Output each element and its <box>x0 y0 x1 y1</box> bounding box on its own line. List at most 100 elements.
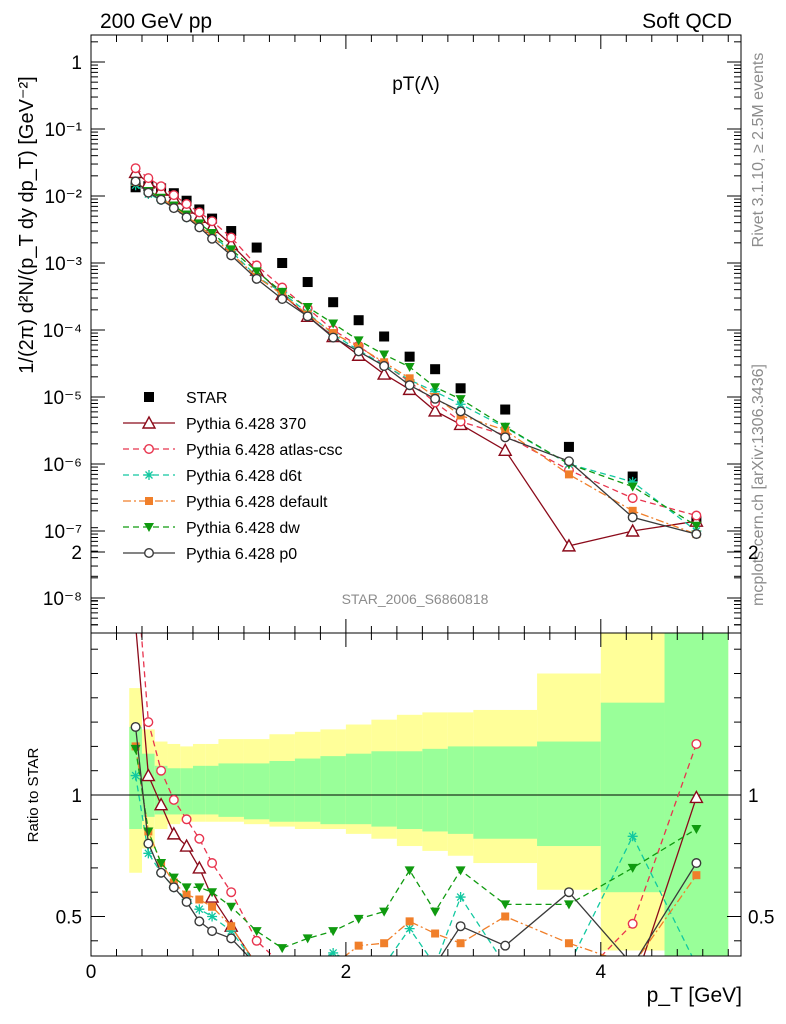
ratio-series-atlas <box>140 633 702 994</box>
data-point-dw <box>353 336 364 346</box>
ratio-ticks: 0.5 0.5 1 1 2 2 0 2 4 <box>56 502 774 983</box>
ratio-point-dw <box>302 934 313 944</box>
legend-marker-STAR <box>144 392 154 402</box>
data-point-STAR <box>251 242 262 253</box>
data-point-p0 <box>130 176 141 187</box>
main-title: pT(Λ) <box>392 74 440 95</box>
data-point-dw <box>251 267 262 277</box>
ratio-point-370 <box>276 966 288 977</box>
ratio-point-p0 <box>500 940 511 951</box>
ratio-line-p0 <box>134 726 697 956</box>
data-point-p0 <box>404 380 415 391</box>
side-label-bottom: mcplots.cern.ch [arXiv:1306.3436] <box>750 364 767 606</box>
ratio-point-d6t <box>500 960 510 970</box>
data-point-370 <box>561 538 577 552</box>
ratio-point-370 <box>141 768 156 782</box>
data-point-p0 <box>143 187 154 198</box>
legend-label-STAR: STAR <box>186 390 227 407</box>
data-point-STAR <box>226 226 237 237</box>
data-point-atlas <box>627 493 638 504</box>
side-label-top: Rivet 3.1.10, ≥ 2.5M events <box>750 53 767 248</box>
ratio-point-atlas <box>627 918 638 929</box>
ratio-point-370 <box>251 959 263 970</box>
data-point-370 <box>376 366 392 380</box>
ratio-point-atlas <box>143 717 154 728</box>
data-point-p0 <box>226 250 237 261</box>
ratio-point-dw <box>277 944 288 954</box>
band-inner <box>371 751 397 827</box>
band-inner <box>243 763 270 820</box>
main-ytick-label: 10⁻³ <box>45 254 83 275</box>
ratio-point-p0 <box>380 961 389 970</box>
ratio-point-atlas <box>329 985 338 994</box>
data-point-STAR <box>328 297 339 308</box>
ratio-line-dw <box>134 748 697 949</box>
band-inner <box>473 746 538 839</box>
data-point-p0 <box>563 456 574 467</box>
ratio-point-dw <box>353 914 364 924</box>
ratio-point-d6t <box>303 960 313 970</box>
ratio-point-default <box>629 961 637 969</box>
ratio-point-370 <box>689 789 704 804</box>
ratio-point-default <box>195 895 204 904</box>
ratio-ytick-label: 2 <box>71 543 82 564</box>
ratio-point-p0 <box>156 867 167 878</box>
ratio-series-370 <box>130 619 704 994</box>
ratio-point-370 <box>378 983 390 994</box>
main-ytick-label: 10⁻¹ <box>45 120 83 141</box>
ratio-point-default <box>431 929 440 938</box>
ratio-point-dw <box>226 902 237 912</box>
band-inner <box>218 763 244 817</box>
ratio-point-p0 <box>329 961 338 970</box>
ratio-point-dw <box>563 900 574 910</box>
data-point-p0 <box>302 311 313 322</box>
ratio-ytick-label: 1 <box>71 786 82 807</box>
ratio-point-370 <box>130 619 142 630</box>
main-frame <box>90 34 742 634</box>
legend-label-d6t: Pythia 6.428 d6t <box>186 468 302 485</box>
ratio-point-dw <box>691 825 702 835</box>
legend-marker-d6t <box>144 470 154 480</box>
ratio-point-dw <box>328 927 339 937</box>
data-point-p0 <box>328 332 339 343</box>
ratio-point-d6t <box>691 960 701 970</box>
header-left: 200 GeV pp <box>100 10 212 33</box>
ratio-series-dw <box>130 744 702 954</box>
ratio-ylabel: Ratio to STAR <box>25 747 42 842</box>
ratio-point-default <box>278 961 286 969</box>
ratio-point-dw <box>379 907 390 917</box>
data-point-p0 <box>156 194 167 205</box>
data-point-STAR <box>500 404 511 415</box>
ratio-point-default <box>405 917 414 926</box>
main-series <box>128 163 704 552</box>
ratio-point-atlas <box>691 738 702 749</box>
ratio-point-default <box>329 961 337 969</box>
ratio-point-370 <box>179 838 194 852</box>
ratio-point-d6t <box>277 960 287 970</box>
ratio-point-default <box>227 922 236 931</box>
ratio-line-atlas <box>140 633 698 956</box>
main-ytick-label: 10⁻⁴ <box>43 321 82 342</box>
ratio-point-atlas <box>156 765 167 776</box>
series-p0 <box>130 176 702 540</box>
band-inner <box>447 746 474 834</box>
main-ytick-label: 10⁻⁷ <box>44 522 82 543</box>
data-point-dw <box>277 287 288 297</box>
data-point-p0 <box>181 212 192 223</box>
ratio-point-d6t <box>379 960 389 970</box>
band-inner <box>345 753 372 825</box>
ratio-point-default <box>380 939 389 948</box>
ratio-point-d6t <box>627 831 638 842</box>
main-panel: pT(Λ) STAR_2006_S6860818 1/(2π) d²N/(p_T… <box>16 34 742 634</box>
data-point-atlas <box>194 207 205 218</box>
data-point-STAR <box>627 471 638 482</box>
data-point-p0 <box>353 346 364 357</box>
ratio-point-atlas <box>303 973 312 982</box>
ratio-point-p0 <box>303 961 312 970</box>
data-point-dw <box>430 383 441 393</box>
ratio-point-p0 <box>691 858 702 869</box>
ratio-point-p0 <box>563 887 574 898</box>
ratio-point-370 <box>327 979 339 990</box>
data-point-p0 <box>194 222 205 233</box>
data-point-default <box>628 506 637 515</box>
